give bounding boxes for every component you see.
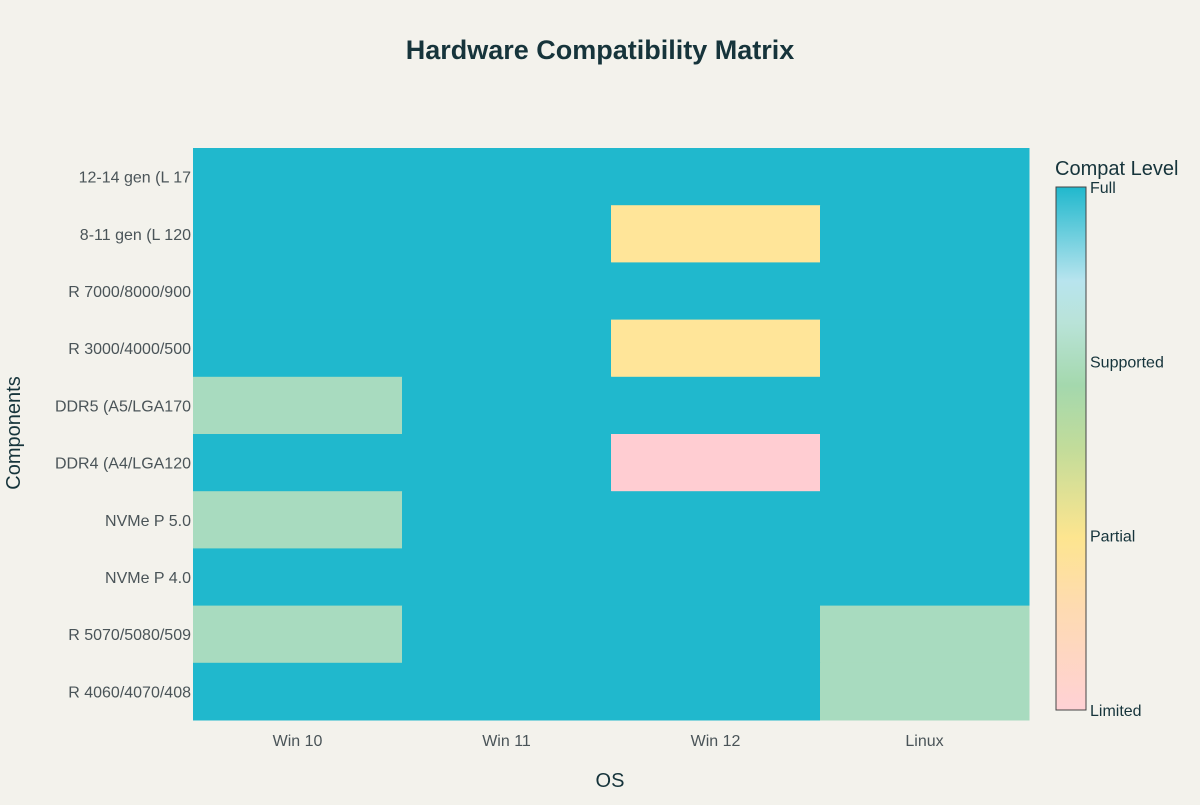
y-tick-label: 8-11 gen (L 120 <box>80 227 191 244</box>
heatmap-cell <box>611 205 821 263</box>
heatmap-cell <box>193 662 403 721</box>
heatmap-cell <box>193 148 403 206</box>
heatmap-cell <box>193 262 403 321</box>
heatmap-cell <box>193 434 403 492</box>
heatmap-cell <box>611 434 821 492</box>
heatmap-cell <box>193 605 403 664</box>
colorbar-tick-label: Supported <box>1090 354 1164 371</box>
heatmap-cell <box>820 319 1030 378</box>
y-tick-label: DDR5 (A5/LGA170 <box>55 398 191 415</box>
x-tick-label: Win 10 <box>273 733 323 750</box>
heatmap-cell <box>820 662 1030 721</box>
heatmap-cell <box>611 605 821 664</box>
heatmap-cell <box>402 662 612 721</box>
heatmap-cell <box>611 262 821 321</box>
heatmap-cell <box>820 205 1030 263</box>
heatmap-cell <box>611 376 821 435</box>
heatmap-cell <box>402 605 612 664</box>
heatmap-cell <box>820 262 1030 321</box>
colorbar-title: Compat Level <box>1055 158 1178 180</box>
heatmap-cell <box>402 434 612 492</box>
heatmap-cell <box>402 548 612 607</box>
y-tick-label: R 3000/4000/500 <box>68 341 191 358</box>
heatmap-cell <box>193 376 403 435</box>
x-axis-label: OS <box>596 770 625 792</box>
y-tick-label: R 5070/5080/509 <box>68 627 191 644</box>
heatmap-cell <box>611 662 821 721</box>
heatmap-cell <box>402 376 612 435</box>
heatmap-cell <box>820 148 1030 206</box>
heatmap-cell <box>611 548 821 607</box>
y-tick-labels: 12-14 gen (L 17 8-11 gen (L 120 R 7000/800… <box>55 170 191 702</box>
heatmap-cell <box>402 491 612 549</box>
y-tick-label: NVMe P 5.0 <box>105 513 191 530</box>
heatmap-cell <box>193 491 403 549</box>
y-tick-label: R 7000/8000/900 <box>68 284 191 301</box>
y-tick-label: DDR4 (A4/LGA120 <box>55 456 191 473</box>
heatmap-cell <box>193 548 403 607</box>
heatmap-cell <box>820 434 1030 492</box>
heatmap-cells <box>193 148 1030 721</box>
x-tick-label: Linux <box>905 733 943 750</box>
colorbar <box>1055 186 1087 711</box>
x-tick-label: Win 11 <box>482 733 531 750</box>
heatmap-cell <box>611 491 821 549</box>
y-tick-label: 12-14 gen (L 17 <box>79 170 191 187</box>
heatmap-cell <box>820 491 1030 549</box>
heatmap-cell <box>402 262 612 321</box>
heatmap-cell <box>193 319 403 378</box>
heatmap-cell <box>820 605 1030 664</box>
heatmap-cell <box>611 148 821 206</box>
heatmap-cell <box>402 148 612 206</box>
colorbar-tick-labels: Full Supported Partial Limited <box>1090 180 1164 720</box>
colorbar-tick-label: Partial <box>1090 529 1135 546</box>
heatmap-cell <box>193 205 403 263</box>
y-tick-label: R 4060/4070/408 <box>68 684 191 701</box>
heatmap-cell <box>402 205 612 263</box>
colorbar-tick-label: Full <box>1090 180 1116 197</box>
heatmap-cell <box>611 319 821 378</box>
heatmap-cell <box>820 376 1030 435</box>
x-tick-label: Win 12 <box>691 733 741 750</box>
y-tick-label: NVMe P 4.0 <box>105 570 191 587</box>
heatmap-cell <box>402 319 612 378</box>
x-tick-labels: Win 10 Win 11 Win 12 Linux <box>273 733 944 750</box>
y-axis-label: Components <box>3 376 25 489</box>
colorbar-tick-label: Limited <box>1090 703 1142 720</box>
chart-title: Hardware Compatibility Matrix <box>406 35 795 65</box>
heatmap-cell <box>820 548 1030 607</box>
